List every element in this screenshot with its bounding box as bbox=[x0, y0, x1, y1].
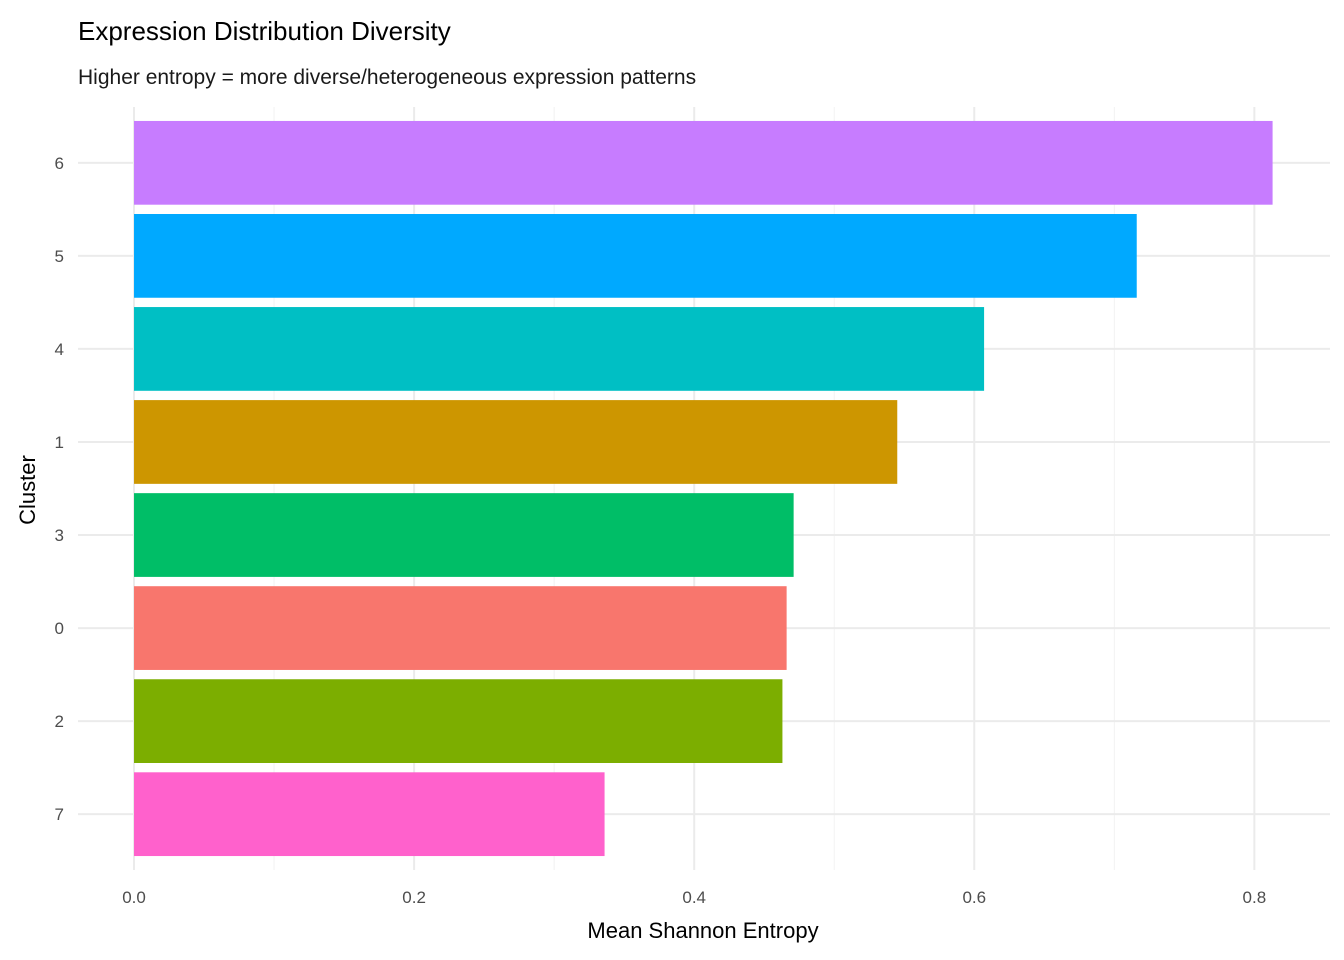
bar-cluster-1 bbox=[134, 400, 898, 484]
chart-subtitle: Higher entropy = more diverse/heterogene… bbox=[78, 66, 696, 89]
x-tick-label: 0.8 bbox=[1243, 888, 1267, 907]
x-tick-label: 0.2 bbox=[402, 888, 426, 907]
y-axis-ticks: 7 2 0 3 1 4 5 6 bbox=[55, 154, 64, 824]
y-tick-label: 6 bbox=[55, 154, 64, 173]
bar-cluster-0 bbox=[134, 586, 787, 670]
y-tick-label: 0 bbox=[55, 619, 64, 638]
y-tick-label: 2 bbox=[55, 712, 64, 731]
x-axis-ticks: 0.0 0.2 0.4 0.6 0.8 bbox=[122, 888, 1266, 907]
bar-cluster-4 bbox=[134, 307, 985, 391]
bar-cluster-7 bbox=[134, 772, 605, 857]
y-axis-label: Cluster bbox=[15, 455, 40, 525]
bars bbox=[134, 120, 1273, 857]
chart-title: Expression Distribution Diversity bbox=[78, 16, 451, 46]
y-tick-label: 1 bbox=[55, 433, 64, 452]
bar-cluster-3 bbox=[134, 493, 794, 577]
y-tick-label: 5 bbox=[55, 247, 64, 266]
bar-cluster-2 bbox=[134, 679, 783, 763]
y-tick-label: 7 bbox=[55, 805, 64, 824]
x-tick-label: 0.4 bbox=[682, 888, 706, 907]
y-tick-label: 3 bbox=[55, 526, 64, 545]
bar-cluster-6 bbox=[134, 120, 1273, 205]
x-tick-label: 0.0 bbox=[122, 888, 146, 907]
x-axis-label: Mean Shannon Entropy bbox=[587, 918, 818, 943]
y-tick-label: 4 bbox=[55, 340, 64, 359]
x-tick-label: 0.6 bbox=[962, 888, 986, 907]
bar-cluster-5 bbox=[134, 214, 1137, 298]
